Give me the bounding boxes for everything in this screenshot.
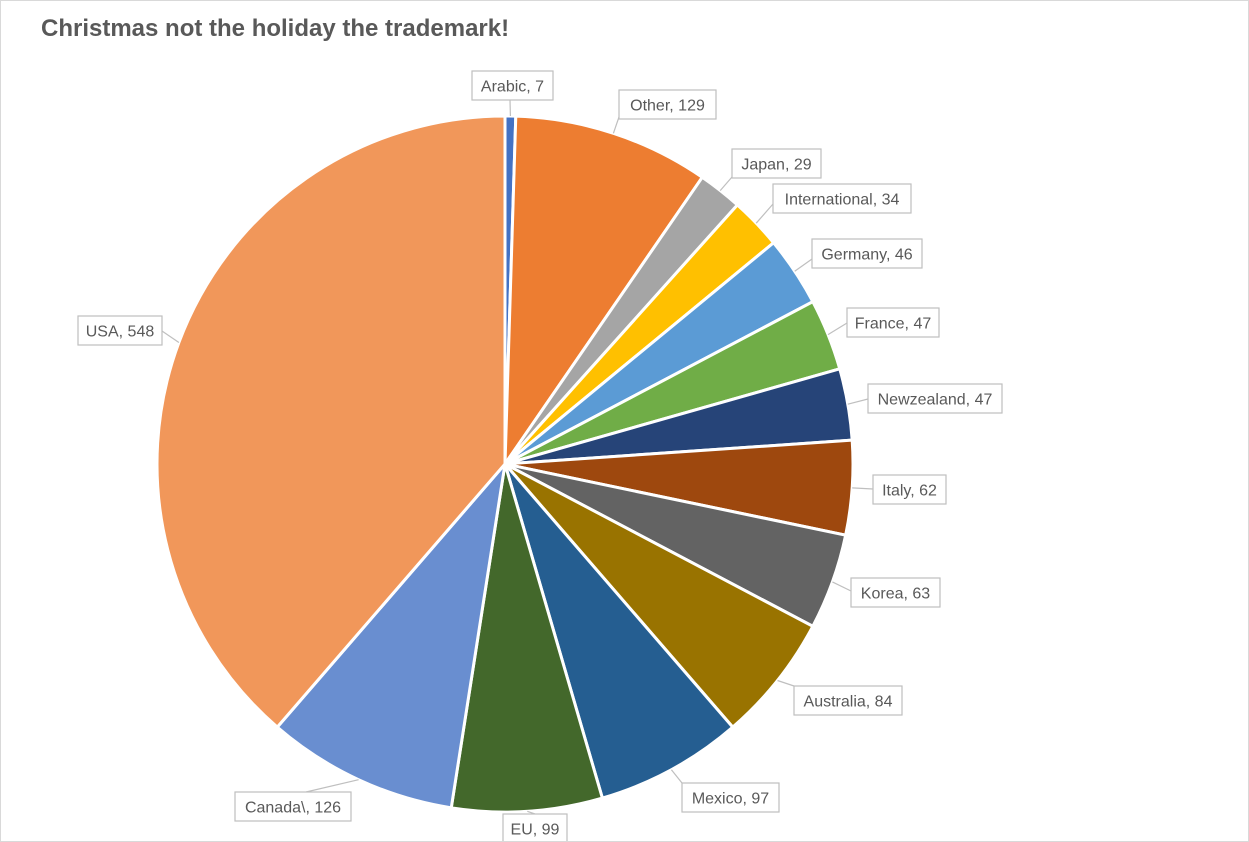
data-label-text: Arabic, 7 [481,79,544,96]
data-label: Newzealand, 47 [867,383,1003,414]
data-label-text: Other, 129 [630,98,705,115]
data-label: France, 47 [846,307,940,338]
data-label-text: Italy, 62 [882,483,937,500]
data-label-text: Japan, 29 [741,157,811,174]
data-label: USA, 548 [77,315,163,346]
data-label-text: France, 47 [855,316,932,333]
pie-slice-usa [155,114,507,730]
leader-line [852,487,874,490]
data-labels: Arabic, 7 Other, 129 Japan, 29 Internationa… [77,70,1003,841]
data-label: Italy, 62 [872,474,947,505]
data-label-box [850,577,941,608]
data-label: Other, 129 [618,89,717,120]
data-label-text: Newzealand, 47 [878,392,993,409]
data-label-box [867,383,1003,414]
data-label: International, 34 [772,183,912,214]
data-label-text: Australia, 84 [804,694,893,711]
data-label-text: Mexico, 97 [692,791,769,808]
data-label: Canada\, 126 [234,791,352,822]
leader-line [777,679,795,687]
data-label-box [681,782,780,813]
leader-line [612,116,620,134]
pie-slice-australia [503,462,815,730]
leader-line [719,176,733,191]
leader-line [670,769,683,784]
data-label: Arabic, 7 [471,70,554,101]
data-label-text: Canada\, 126 [245,800,341,817]
pie-slice-other [503,114,705,470]
data-label-box [502,813,568,841]
pie-slice-mexico [503,463,735,800]
chart-title: Christmas not the holiday the trademark! [41,15,510,42]
data-label-box [846,307,940,338]
leader-line [794,258,813,272]
data-label: Japan, 29 [731,148,822,179]
data-label-text: Germany, 46 [821,247,912,264]
data-label-text: International, 34 [785,192,900,209]
data-label-box [811,238,923,269]
data-label-text: Korea, 63 [861,586,930,603]
leader-line [755,203,774,224]
leader-line [847,398,869,405]
data-label-box [77,315,163,346]
data-label: Korea, 63 [850,577,941,608]
pie-slice-canada [275,459,508,810]
data-label-box [471,70,554,101]
data-label: Germany, 46 [811,238,923,269]
data-label-text: EU, 99 [511,822,560,839]
leader-line [305,779,359,793]
leader-line [161,330,180,343]
data-label-box [618,89,717,120]
data-label: EU, 99 [502,813,568,841]
data-label-text: USA, 548 [86,324,155,341]
data-label: Australia, 84 [793,685,903,716]
data-label-box [872,474,947,505]
pie-slices [155,114,855,814]
data-label-box [772,183,912,214]
leader-line [832,581,852,592]
data-label-box [731,148,822,179]
leader-line [827,322,848,336]
data-label-box [793,685,903,716]
data-label-box [234,791,352,822]
data-label: Mexico, 97 [681,782,780,813]
